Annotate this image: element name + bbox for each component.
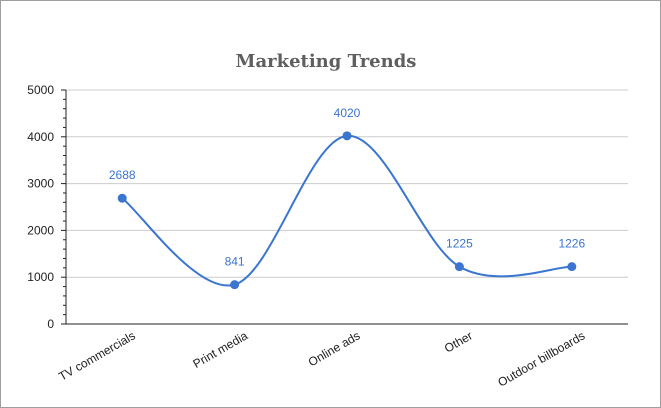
x-tick-label: Outdoor billboards <box>495 328 587 389</box>
data-label: 4020 <box>334 106 361 120</box>
x-tick-label: Online ads <box>306 328 363 369</box>
chart-title: Marketing Trends <box>236 51 417 72</box>
y-tick-label: 2000 <box>27 223 54 237</box>
x-tick-label: Other <box>442 328 475 355</box>
data-point <box>454 262 464 272</box>
y-tick-label: 0 <box>47 317 54 331</box>
data-point <box>230 280 240 290</box>
y-tick-label: 1000 <box>27 270 54 284</box>
data-point <box>567 262 577 272</box>
y-tick-label: 4000 <box>27 130 54 144</box>
data-label: 841 <box>225 255 245 269</box>
x-tick-label: TV commercials <box>56 328 137 383</box>
data-label: 1226 <box>558 237 585 251</box>
data-label: 2688 <box>109 168 136 182</box>
data-point <box>342 131 352 141</box>
series-line <box>121 134 572 287</box>
data-point <box>117 193 127 203</box>
y-tick-label: 5000 <box>27 83 54 97</box>
y-tick-label: 3000 <box>27 177 54 191</box>
data-label: 1225 <box>446 237 473 251</box>
x-tick-label: Print media <box>191 328 251 371</box>
